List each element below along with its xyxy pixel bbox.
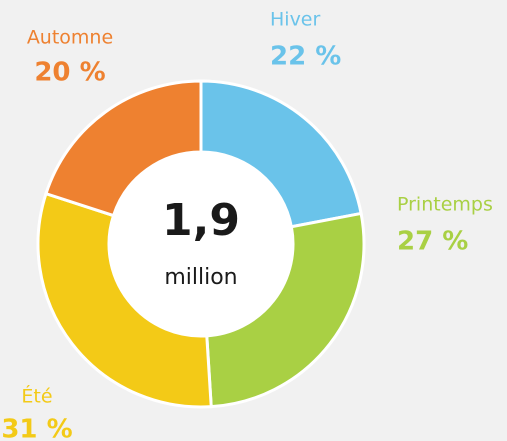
center-value: 1,9 — [162, 195, 240, 246]
segment-name: Automne — [27, 27, 113, 49]
segment-value: 22 % — [270, 42, 341, 72]
segment-name: Printemps — [397, 194, 493, 216]
segment-name: Été — [21, 385, 52, 408]
segment-value: 31 % — [1, 415, 72, 441]
segment-name: Hiver — [270, 9, 320, 31]
center-label: million — [164, 265, 237, 290]
segment-value: 27 % — [397, 227, 468, 257]
segment-value: 20 % — [34, 58, 105, 88]
donut-hole — [109, 152, 293, 336]
